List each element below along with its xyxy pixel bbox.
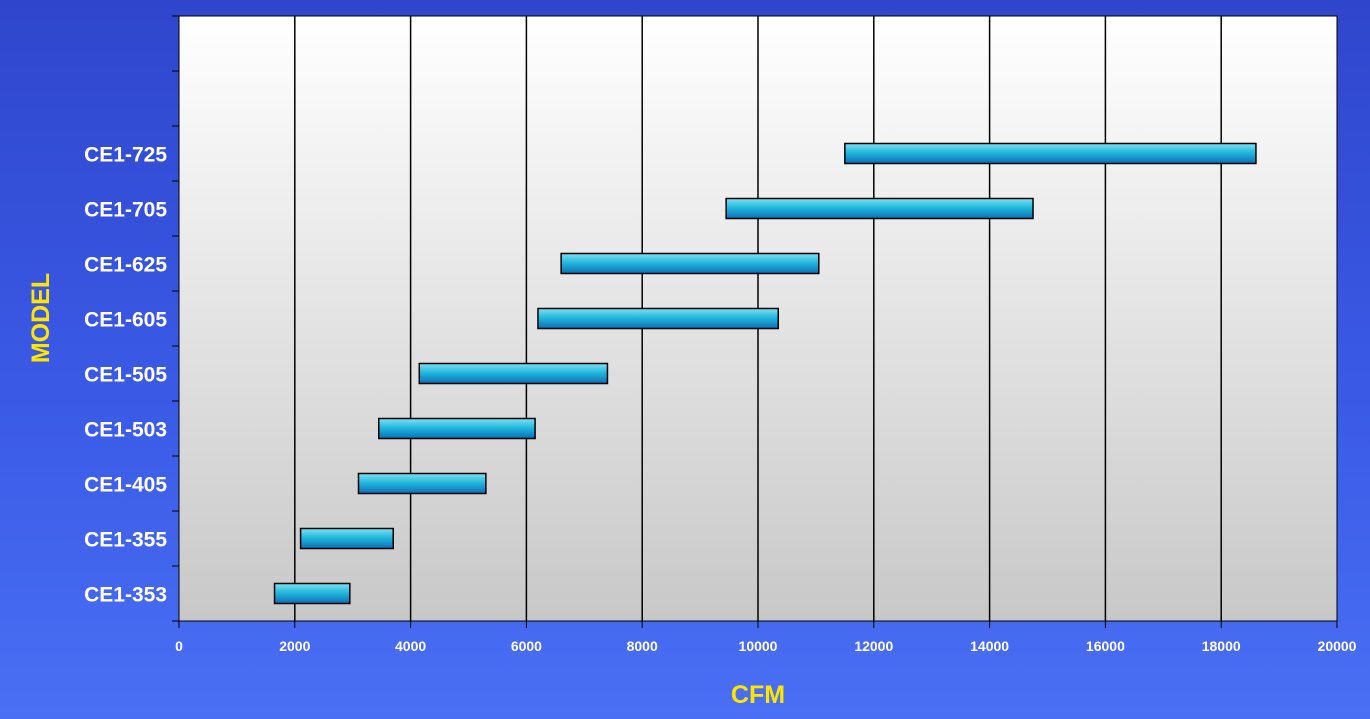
x-tick-label: 6000 xyxy=(511,638,542,654)
x-tick-label: 0 xyxy=(175,638,183,654)
x-tick-label: 20000 xyxy=(1318,638,1357,654)
x-tick-label: 2000 xyxy=(279,638,310,654)
y-axis-title: MODEL xyxy=(27,273,55,363)
x-tick-label: 10000 xyxy=(739,638,778,654)
x-axis-title: CFM xyxy=(731,681,785,709)
bar-ce1-705 xyxy=(725,197,1034,220)
y-tick-label: CE1-355 xyxy=(84,529,167,552)
bar-ce1-605 xyxy=(537,307,780,330)
x-tick-label: 12000 xyxy=(854,638,893,654)
x-axis-labels: 0 2000 4000 6000 8000 10000 12000 14000 16000 180… xyxy=(175,638,1357,654)
y-tick-label: CE1-705 xyxy=(84,199,167,222)
range-bars xyxy=(273,142,1257,605)
y-tick-label: CE1-605 xyxy=(84,309,167,332)
bar-ce1-725 xyxy=(844,142,1257,165)
y-tick-label: CE1-625 xyxy=(84,254,167,277)
bar-ce1-355 xyxy=(299,527,394,550)
y-axis-ticks xyxy=(172,15,179,622)
x-tick-label: 8000 xyxy=(627,638,658,654)
bar-ce1-505 xyxy=(418,362,609,385)
bar-ce1-405 xyxy=(357,472,487,495)
y-tick-label: CE1-503 xyxy=(84,419,167,442)
y-tick-label: CE1-353 xyxy=(84,584,167,607)
x-tick-label: 14000 xyxy=(970,638,1009,654)
y-tick-label: CE1-725 xyxy=(84,144,167,167)
bar-ce1-353 xyxy=(273,582,351,605)
bar-ce1-625 xyxy=(560,252,820,275)
y-axis-labels: CE1-353 CE1-355 CE1-405 CE1-503 CE1-505 CE1-6… xyxy=(84,144,167,607)
x-tick-label: 18000 xyxy=(1202,638,1241,654)
x-tick-label: 4000 xyxy=(395,638,426,654)
bar-ce1-503 xyxy=(378,417,536,440)
y-tick-label: CE1-405 xyxy=(84,474,167,497)
x-tick-label: 16000 xyxy=(1086,638,1125,654)
y-tick-label: CE1-505 xyxy=(84,364,167,387)
